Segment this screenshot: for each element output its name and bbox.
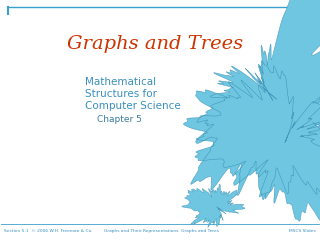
Text: Chapter 5: Chapter 5 [97, 114, 142, 124]
Polygon shape [191, 0, 320, 200]
Text: Computer Science: Computer Science [85, 101, 181, 111]
Polygon shape [182, 184, 245, 227]
Text: Graphs and Trees: Graphs and Trees [67, 35, 243, 53]
Polygon shape [184, 61, 320, 221]
Text: Mathematical: Mathematical [85, 77, 156, 87]
Text: Section 5.1  © 2006 W.H. Freeman & Co.: Section 5.1 © 2006 W.H. Freeman & Co. [4, 229, 92, 233]
Text: Graphs and Their Representations  Graphs and Trees: Graphs and Their Representations Graphs … [105, 229, 220, 233]
Text: Structures for: Structures for [85, 89, 157, 99]
Text: MSCS Slides: MSCS Slides [289, 229, 316, 233]
